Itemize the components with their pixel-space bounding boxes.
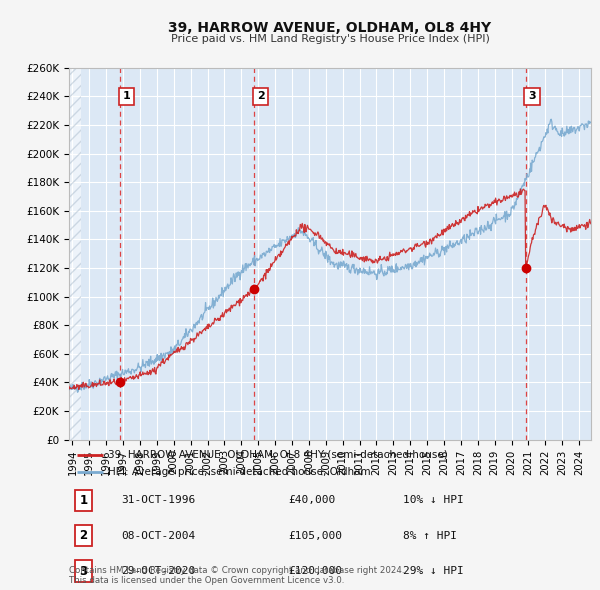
Text: 1: 1 bbox=[123, 91, 130, 101]
Text: 8% ↑ HPI: 8% ↑ HPI bbox=[403, 531, 457, 540]
Text: 39, HARROW AVENUE, OLDHAM, OL8 4HY: 39, HARROW AVENUE, OLDHAM, OL8 4HY bbox=[169, 21, 491, 35]
Text: 2: 2 bbox=[257, 91, 265, 101]
Text: 29-OCT-2020: 29-OCT-2020 bbox=[121, 566, 196, 576]
Text: 08-OCT-2004: 08-OCT-2004 bbox=[121, 531, 196, 540]
Text: 3: 3 bbox=[80, 565, 88, 578]
Text: £40,000: £40,000 bbox=[288, 496, 335, 505]
Text: 29% ↓ HPI: 29% ↓ HPI bbox=[403, 566, 464, 576]
Text: 3: 3 bbox=[528, 91, 536, 101]
Text: 31-OCT-1996: 31-OCT-1996 bbox=[121, 496, 196, 505]
Text: 2: 2 bbox=[80, 529, 88, 542]
Text: Price paid vs. HM Land Registry's House Price Index (HPI): Price paid vs. HM Land Registry's House … bbox=[170, 34, 490, 44]
Text: £120,000: £120,000 bbox=[288, 566, 342, 576]
Text: Contains HM Land Registry data © Crown copyright and database right 2024.
This d: Contains HM Land Registry data © Crown c… bbox=[69, 566, 404, 585]
Text: 39, HARROW AVENUE, OLDHAM, OL8 4HY (semi-detached house): 39, HARROW AVENUE, OLDHAM, OL8 4HY (semi… bbox=[108, 450, 448, 460]
Text: £105,000: £105,000 bbox=[288, 531, 342, 540]
Text: 1: 1 bbox=[80, 494, 88, 507]
Text: HPI: Average price, semi-detached house, Oldham: HPI: Average price, semi-detached house,… bbox=[108, 467, 371, 477]
Text: 10% ↓ HPI: 10% ↓ HPI bbox=[403, 496, 464, 505]
